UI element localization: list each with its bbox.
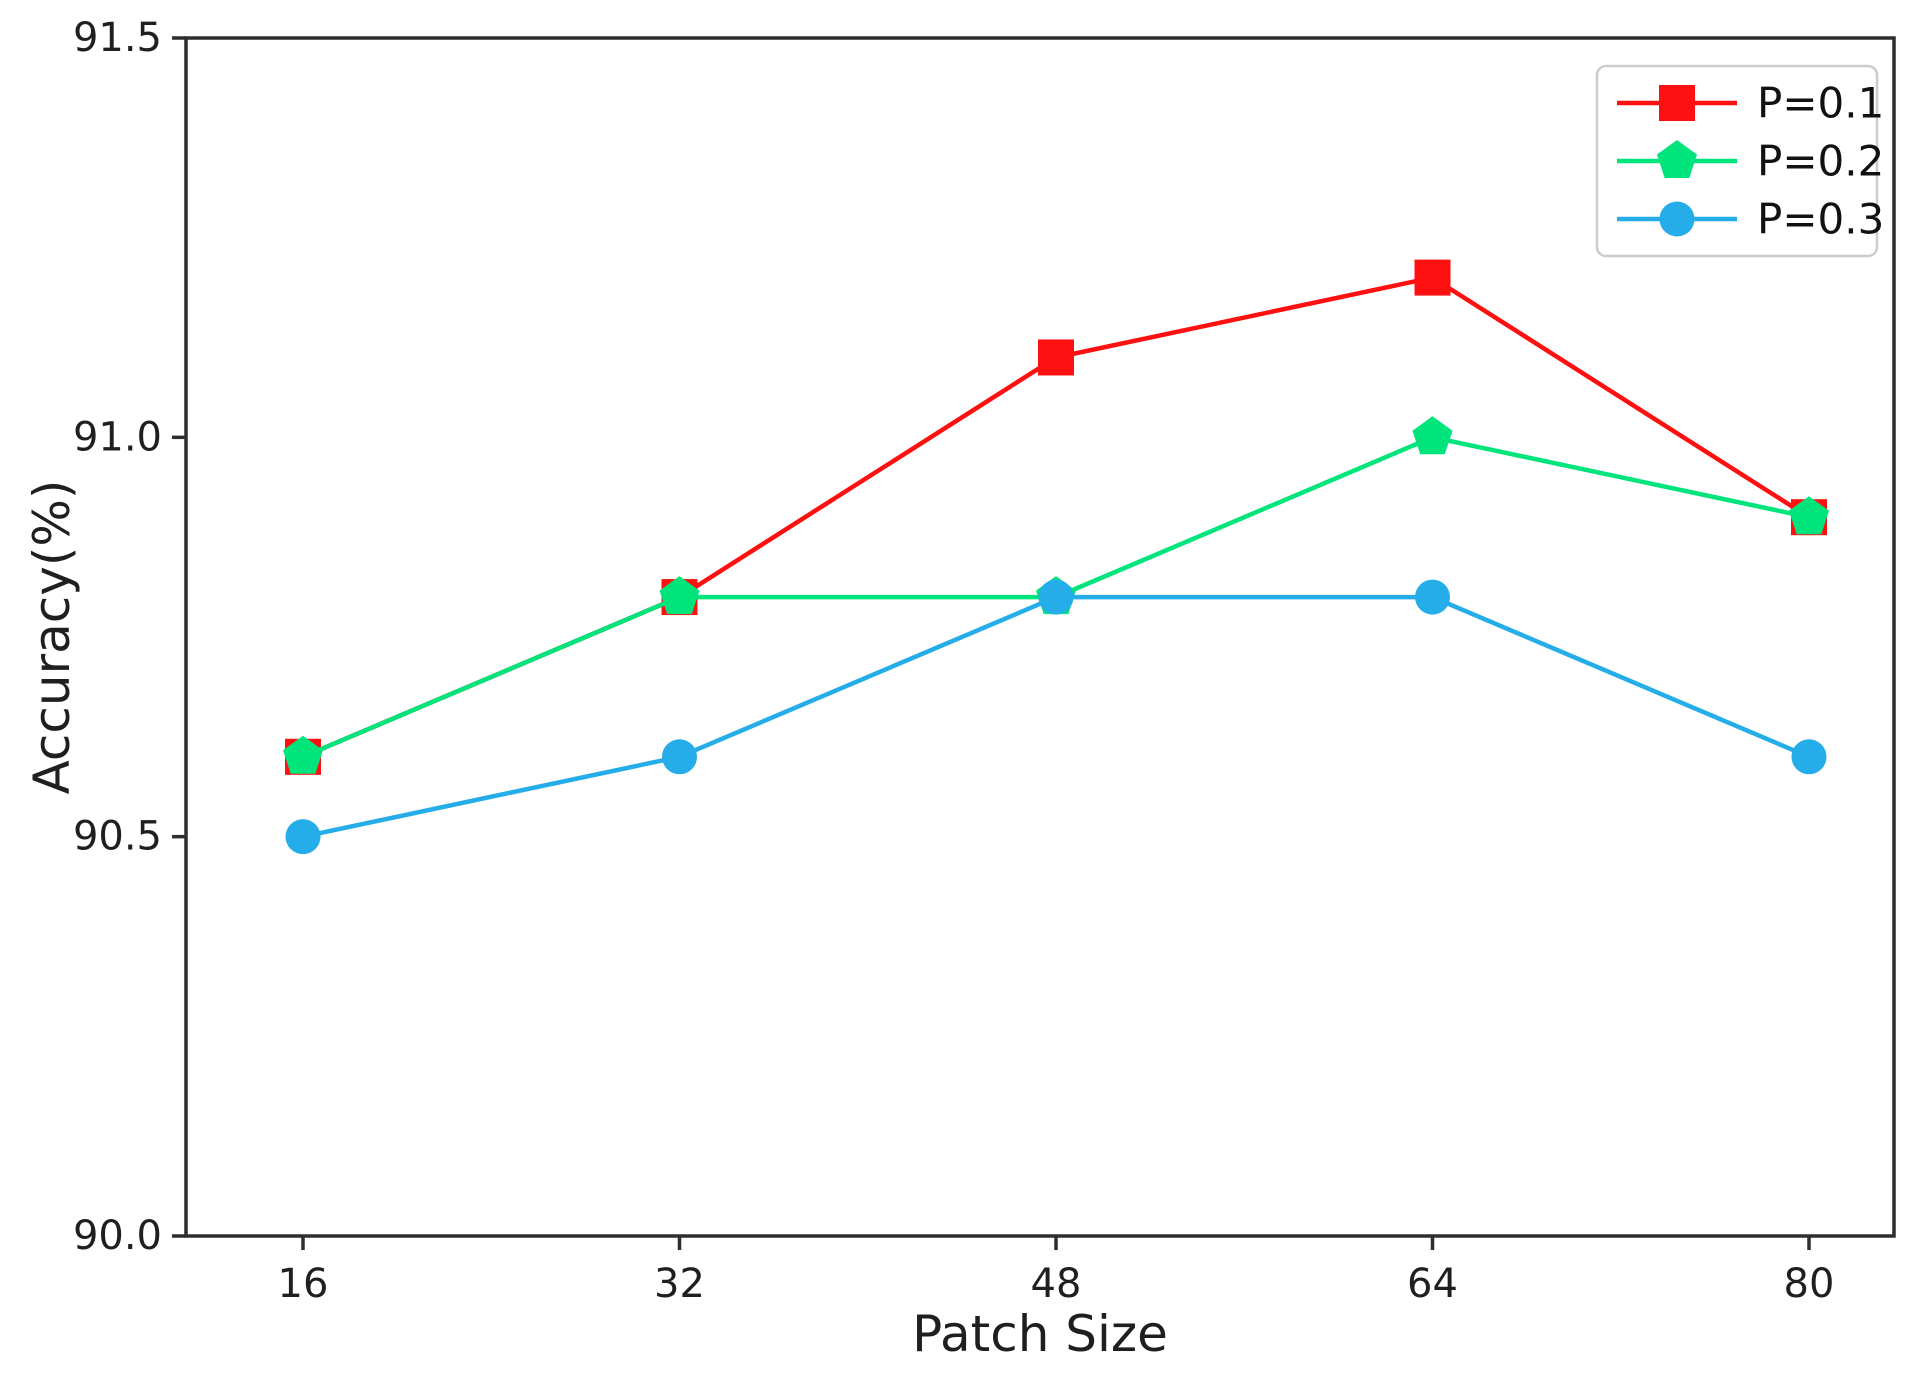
legend: P=0.1 P=0.2 P=0.3 [1595,64,1884,258]
data-point-p-0-1-x64-square-marker [1414,259,1451,296]
legend-label-p-0-2: P=0.2 [1757,137,1884,186]
plot-border [184,36,1896,1238]
data-point-p-0-2-x80-pentagon-marker [1789,496,1829,535]
x-tick-label-16: 16 [278,1261,329,1307]
y-tick-label-90.5: 90.5 [73,814,162,860]
series-group [283,259,1829,855]
x-tick-label-48: 48 [1031,1261,1082,1307]
data-point-p-0-3-x80-circle-marker [1791,739,1827,775]
y-axis-label: Accuracy(%) [23,480,81,795]
legend-entry-p-0-3: P=0.3 [1617,195,1884,244]
axes-spines [184,36,1896,1238]
data-point-p-0-3-x16-circle-marker [285,819,321,855]
legend-label-p-0-1: P=0.1 [1757,79,1884,128]
x-axis-label: Patch Size [912,1305,1168,1363]
y-tick-label-91.5: 91.5 [73,15,162,61]
y-axis-ticks: 90.0 90.5 91.0 91.5 [73,15,186,1259]
x-tick-label-80: 80 [1784,1261,1835,1307]
legend-entry-p-0-2: P=0.2 [1617,137,1884,186]
data-point-p-0-2-x64-pentagon-marker [1412,416,1453,455]
y-tick-label-91.0: 91.0 [73,414,162,460]
legend-p-0-2-pentagon-marker [1657,140,1697,178]
x-axis-ticks: 16 32 48 64 80 [278,1236,1835,1307]
legend-p-0-1-square-marker [1659,85,1695,121]
data-point-p-0-3-x32-circle-marker [662,739,697,775]
x-tick-label-32: 32 [654,1261,705,1307]
data-point-p-0-3-x48-circle-marker [1038,579,1074,615]
data-point-p-0-2-x16-pentagon-marker [283,735,323,774]
x-tick-label-64: 64 [1407,1261,1458,1307]
legend-label-p-0-3: P=0.3 [1757,195,1884,244]
data-point-p-0-3-x64-circle-marker [1415,579,1450,615]
y-tick-label-90.0: 90.0 [73,1213,162,1259]
data-point-p-0-2-x32-pentagon-marker [659,576,700,615]
data-point-p-0-1-x48-square-marker [1038,339,1074,376]
legend-entry-p-0-1: P=0.1 [1617,79,1884,128]
legend-p-0-3-circle-marker [1659,201,1695,237]
